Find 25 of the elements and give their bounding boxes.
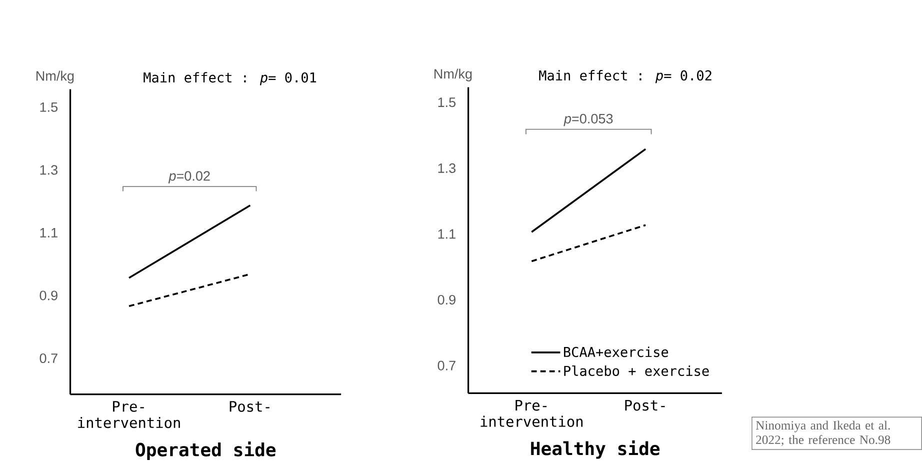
x-tick-label: Pre-intervention: [78, 401, 180, 428]
x-tick-label: Post-: [625, 400, 665, 411]
legend-label: Placebo + exercise: [564, 366, 709, 376]
y-axis-title: Nm/kg: [36, 70, 74, 84]
y-tick-label: 0.9: [40, 290, 58, 300]
x-tick-label: Post-: [230, 401, 270, 412]
annotation: p=0.02: [168, 171, 210, 184]
y-tick-label: 0.7: [438, 360, 456, 370]
y-tick-label: 0.7: [40, 354, 58, 364]
x-tick-label: Pre-intervention: [480, 400, 583, 427]
y-tick-label: 1.1: [40, 228, 58, 238]
y-tick-label: 1.3: [438, 163, 456, 173]
x-axis-title: Operated side: [136, 442, 276, 460]
y-tick-label: 1.1: [438, 229, 456, 239]
legend-label: BCAA+exercise: [564, 346, 668, 358]
text: Ninomiya and Ikeda et al. 2022; the reference No.98: [756, 420, 890, 446]
annotation: p=0.053: [564, 114, 613, 126]
text: Main effect : p= 0.02: [539, 70, 712, 84]
y-tick-label: 1.5: [40, 102, 58, 112]
y-tick-label: 1.3: [40, 165, 58, 175]
y-tick-label: 0.9: [438, 295, 456, 305]
text: Main effect : p= 0.01: [144, 72, 316, 86]
x-axis-title: Healthy side: [531, 440, 660, 459]
y-tick-label: 1.5: [438, 98, 456, 108]
y-axis-title: Nm/kg: [434, 68, 472, 82]
